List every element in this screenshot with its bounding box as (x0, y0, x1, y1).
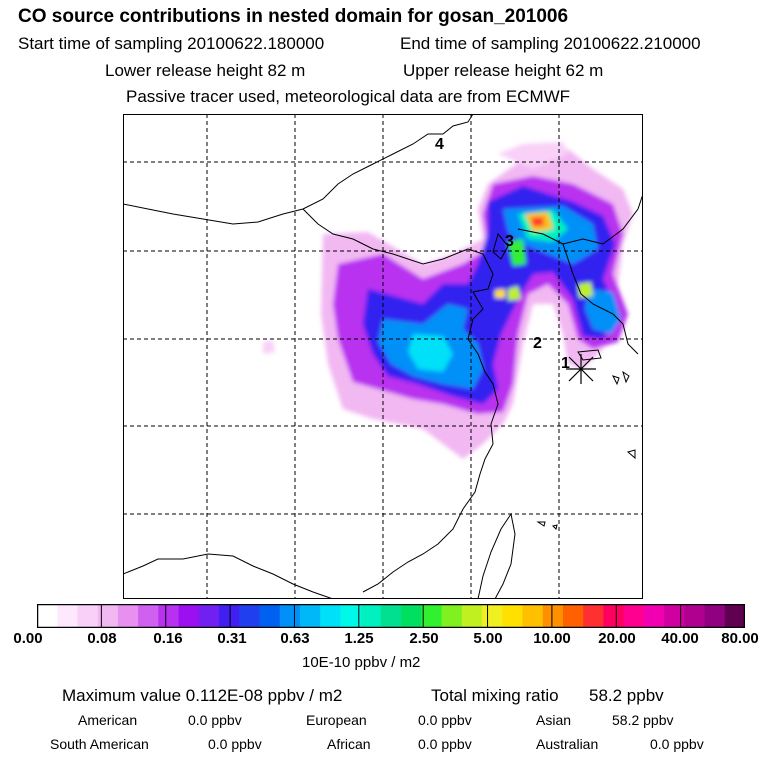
colorbar-swatch (461, 604, 483, 628)
colorbar-tick-2: 0.16 (153, 630, 183, 647)
colorbar-swatch (603, 604, 625, 628)
colorbar-frame (37, 604, 745, 628)
end-time-label: End time of sampling 20100622.210000 (400, 34, 701, 53)
colorbar-swatch (562, 604, 584, 628)
colorbar-swatch (178, 604, 200, 628)
colorbar-tick-3: 0.31 (217, 630, 247, 647)
colorbar-swatch (441, 604, 463, 628)
map-label-2: 2 (533, 335, 542, 352)
upper-release-label: Upper release height 62 m (403, 61, 604, 80)
colorbar-swatch (340, 604, 362, 628)
colorbar-swatch (117, 604, 139, 628)
colorbar-tick-4: 0.63 (280, 630, 310, 647)
colorbar-swatch (259, 604, 281, 628)
colorbar-swatch (401, 604, 422, 628)
colorbar-swatch (219, 604, 240, 628)
colorbar-swatch (97, 604, 119, 628)
max-value-label: Maximum value 0.112E-08 ppbv / m2 (62, 686, 343, 705)
colorbar-swatch (724, 604, 745, 628)
lat-lon-grid (123, 114, 643, 599)
colorbar-swatch (158, 604, 180, 628)
colorbar-tick-0: 0.00 (13, 630, 43, 647)
region-name-asian: Asian (536, 712, 572, 728)
colorbar-swatch (37, 604, 58, 628)
tracer-note: Passive tracer used, meteorological data… (126, 87, 571, 106)
total-mixing-label: Total mixing ratio (431, 686, 559, 705)
colorbar-swatch (198, 604, 220, 628)
region-name-south-american: South American (50, 736, 149, 752)
colorbar-swatch (623, 604, 645, 628)
region-value-south-american: 0.0 ppbv (208, 736, 262, 752)
colorbar-swatch (643, 604, 665, 628)
colorbar-swatch (279, 604, 301, 628)
colorbar-swatch (502, 604, 523, 628)
map-label-3: 3 (505, 233, 514, 250)
colorbar-units: 10E-10 ppbv / m2 (302, 654, 421, 671)
colorbar-swatch (583, 604, 604, 628)
colorbar-swatch (664, 604, 685, 628)
map-label-4: 4 (435, 136, 444, 153)
colorbar-swatch (542, 604, 564, 628)
region-name-african: African (327, 736, 371, 752)
colorbar-tick-1: 0.08 (87, 630, 117, 647)
colorbar-swatch (138, 604, 159, 628)
colorbar-swatch (320, 604, 341, 628)
region-value-american: 0.0 ppbv (188, 712, 242, 728)
map-label-1: 1 (561, 355, 570, 372)
colorbar-tick-8: 10.00 (533, 630, 571, 647)
colorbar-swatch (380, 604, 402, 628)
colorbar-swatch (684, 604, 706, 628)
region-value-asian: 58.2 ppbv (612, 712, 674, 728)
region-value-european: 0.0 ppbv (418, 712, 472, 728)
colorbar-tick-7: 5.00 (473, 630, 503, 647)
colorbar-tick-11: 80.00 (721, 630, 759, 647)
colorbar-swatch (360, 604, 382, 628)
plot-title: CO source contributions in nested domain… (18, 6, 569, 27)
coastlines (123, 114, 643, 599)
colorbar (37, 604, 745, 628)
colorbar-tick-9: 20.00 (598, 630, 636, 647)
start-time-label: Start time of sampling 20100622.180000 (18, 34, 325, 53)
colorbar-swatch (77, 604, 99, 628)
colorbar-swatch (482, 604, 503, 628)
colorbar-swatch (299, 604, 321, 628)
concentration-map: 1 2 3 4 (123, 114, 643, 599)
colorbar-swatch (239, 604, 261, 628)
plume-field (263, 142, 633, 459)
colorbar-tick-5: 1.25 (344, 630, 374, 647)
colorbar-tick-6: 2.50 (409, 630, 439, 647)
colorbar-swatch (421, 604, 443, 628)
colorbar-swatch (704, 604, 726, 628)
colorbar-swatch (57, 604, 78, 628)
region-value-australian: 0.0 ppbv (650, 736, 704, 752)
region-value-african: 0.0 ppbv (418, 736, 472, 752)
region-name-american: American (78, 712, 138, 728)
region-name-australian: Australian (536, 736, 599, 752)
total-mixing-value: 58.2 ppbv (589, 686, 664, 705)
region-name-european: European (306, 712, 367, 728)
colorbar-tick-10: 40.00 (661, 630, 699, 647)
lower-release-label: Lower release height 82 m (105, 61, 306, 80)
colorbar-swatch (522, 604, 544, 628)
receptor-star-icon (566, 354, 596, 384)
